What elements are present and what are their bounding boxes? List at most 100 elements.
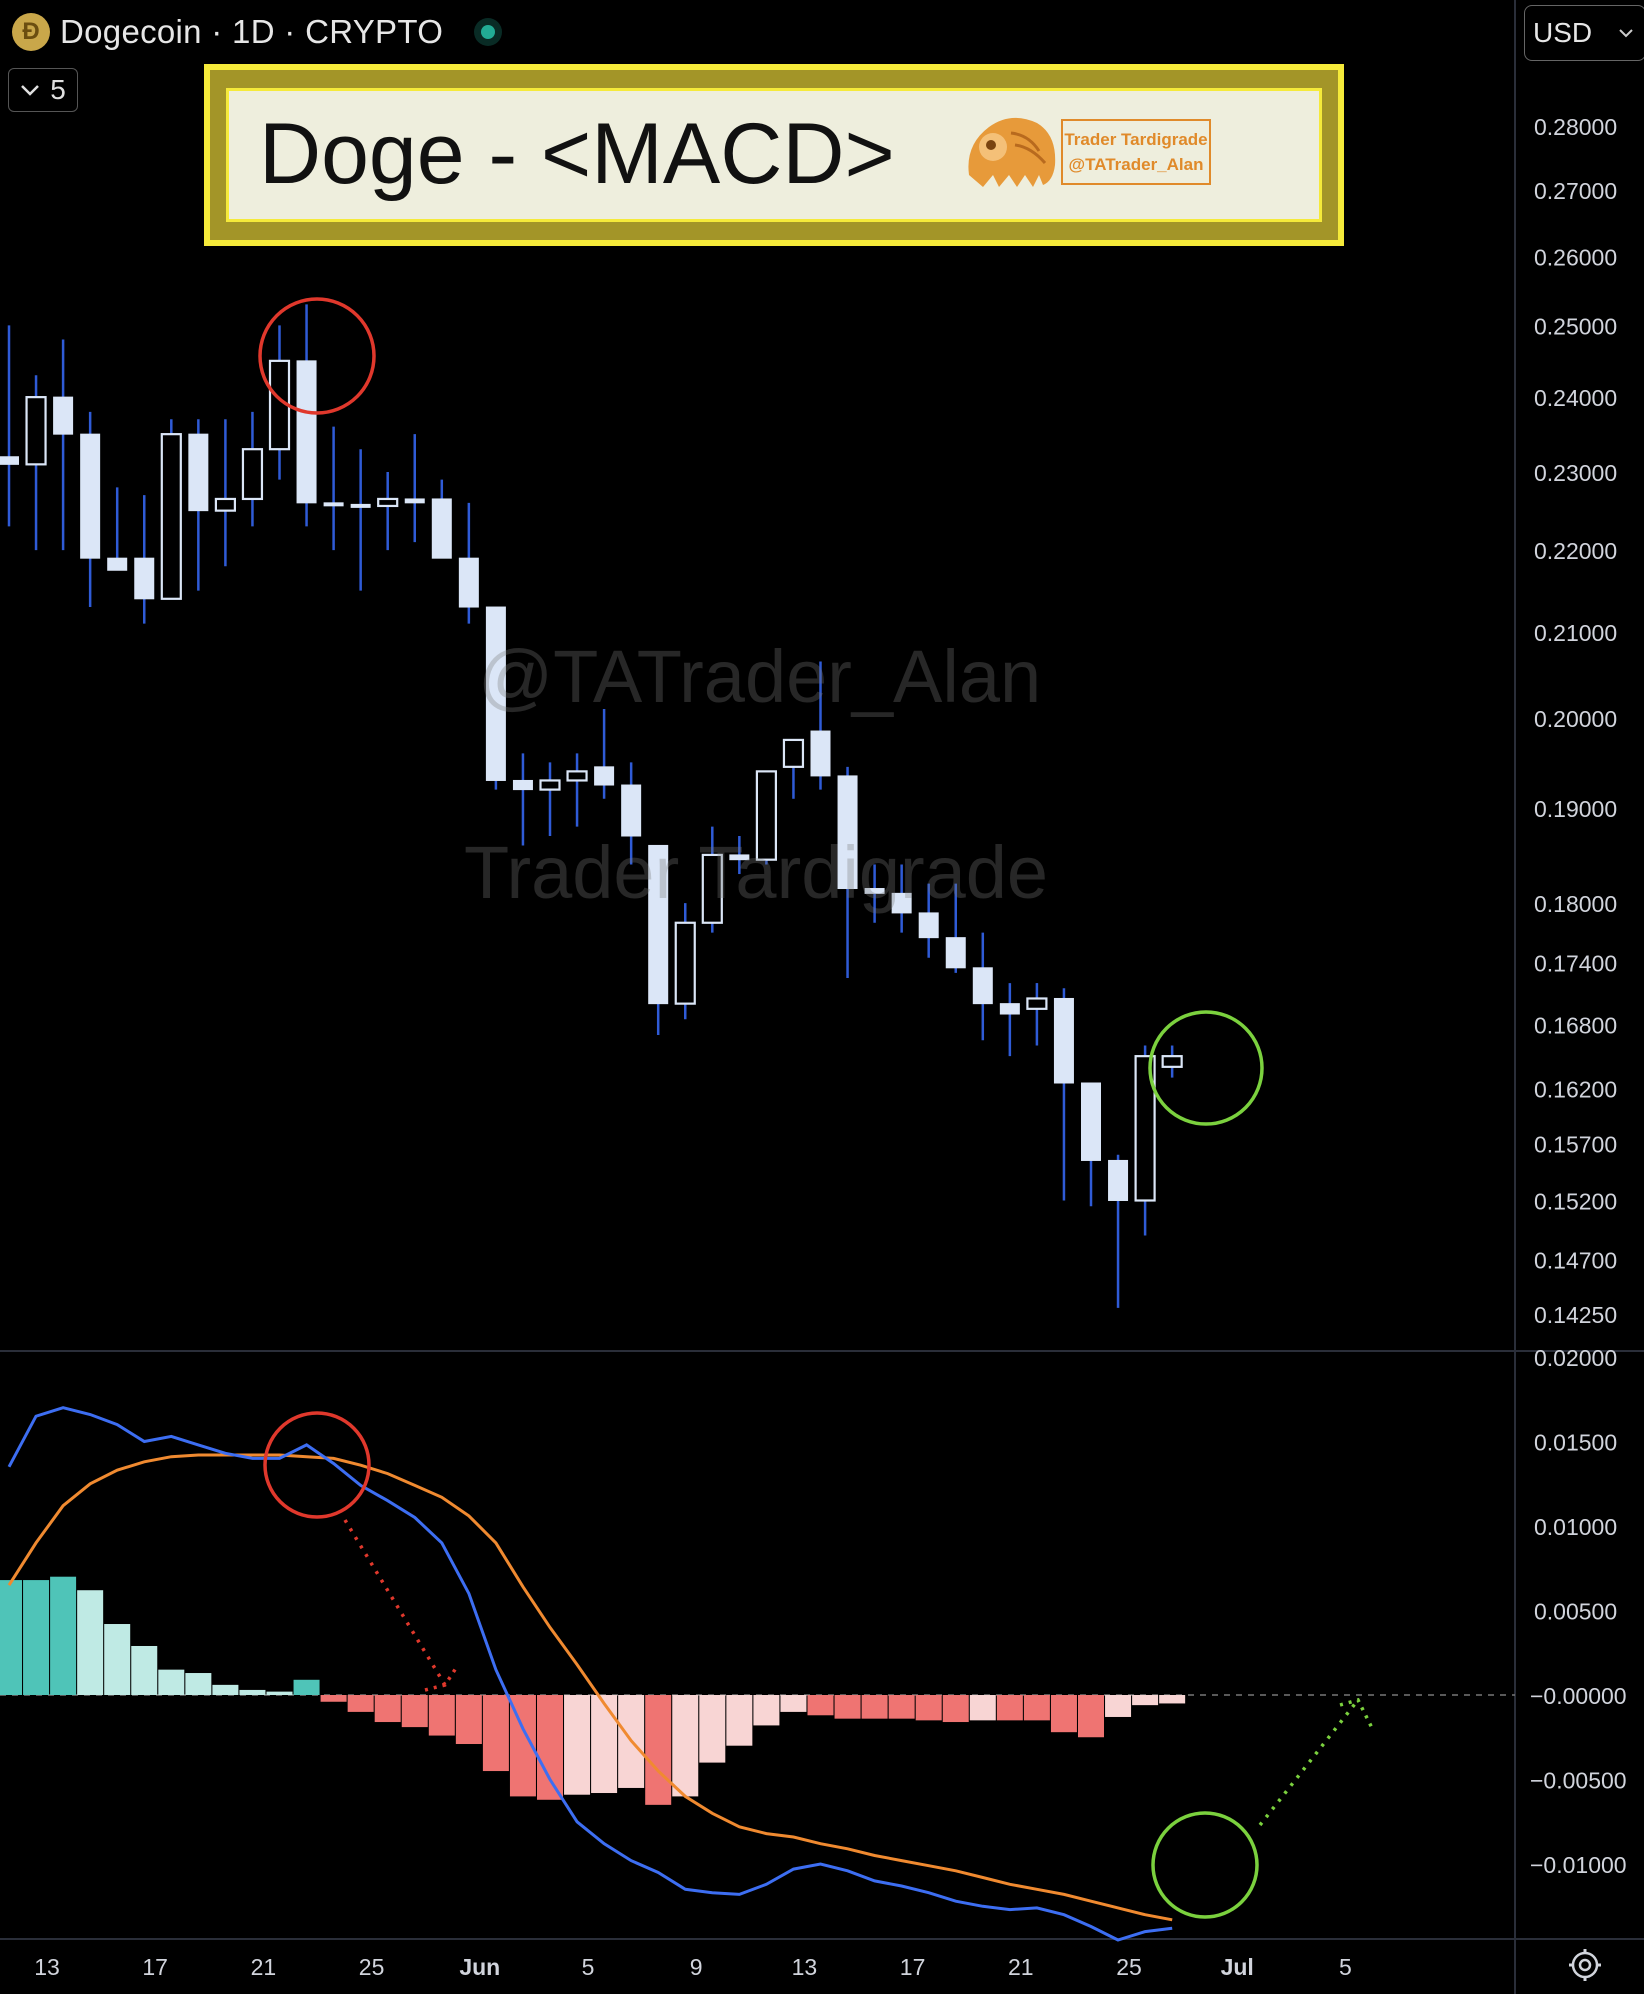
date-tick-label: Jun [459,1954,500,1980]
histogram-bar [780,1695,807,1712]
title-banner: Doge - <MACD> Trader Tardigrade @TATrade… [204,64,1344,246]
candle-body-up [214,497,236,512]
price-tick-label: 0.16800 [1534,1012,1617,1038]
macd-tick-label: −0.01000 [1530,1852,1627,1878]
candle-body-down [621,784,642,837]
histogram-bar [482,1695,509,1772]
candle-body-up [539,779,561,791]
settings-gear-icon[interactable] [1568,1948,1602,1982]
price-tick-label: 0.24000 [1534,385,1617,411]
candle-body-up [377,497,399,508]
histogram-bar [942,1695,969,1723]
histogram-bar [564,1695,591,1795]
price-tick-label: 0.22000 [1534,538,1617,564]
macd-tick-label: 0.00500 [1534,1599,1617,1625]
chevron-down-icon [21,85,40,96]
histogram-bar [699,1695,726,1763]
arrow-up-dotted [1258,1698,1360,1827]
date-tick-label: 13 [792,1954,818,1980]
histogram-bar [158,1669,185,1695]
candle-body-down [1053,997,1074,1084]
candle [53,339,74,551]
banner-title: Doge - <MACD> [259,106,895,202]
collapse-indicators-button[interactable]: 5 [8,68,78,112]
candle-body-down [891,892,912,914]
macd-tick-label: 0.02000 [1534,1345,1617,1371]
candle-body-up [782,738,805,768]
histogram-bar [888,1695,915,1719]
histogram-bar [996,1695,1023,1721]
date-tick-label: 25 [359,1954,385,1980]
histogram-bar [753,1695,780,1726]
candle [350,449,371,591]
candle [1081,1082,1101,1207]
candle [1026,983,1048,1046]
signal-line [7,1453,1173,1922]
market-status-dot [481,25,496,39]
candle-body-down [485,606,506,781]
candle [1053,988,1074,1201]
candle [621,762,642,865]
macd-tick-label: 0.01500 [1534,1430,1617,1456]
price-tick-label: 0.15700 [1534,1132,1617,1158]
candle-body-down [1108,1159,1129,1201]
date-tick-label: 25 [1116,1954,1142,1980]
candle [80,411,101,608]
candle [594,709,615,799]
dogecoin-coin-icon: Ð [12,13,50,51]
candle [431,479,452,559]
histogram-bar [104,1624,131,1695]
candle-body-up [674,921,696,1005]
candle [674,903,696,1020]
symbol-header[interactable]: Ð Dogecoin · 1D · CRYPTO [12,10,496,54]
histogram-bar [1023,1695,1050,1721]
histogram-bar [861,1695,888,1719]
histogram-bar [969,1695,996,1721]
candle-body-down [1081,1082,1101,1161]
candle-body-down [594,766,615,786]
histogram-bar [50,1576,77,1695]
chevron-down-icon [1619,29,1633,38]
histogram-bar [1159,1695,1186,1704]
watermark-handle: @TATrader_Alan [478,635,1042,718]
histogram-bar [131,1645,158,1695]
candle-body-down [864,888,885,894]
candle-body-down [458,557,479,608]
price-tick-label: 0.25000 [1534,313,1617,339]
price-tick-label: 0.28000 [1534,114,1617,140]
histogram-bar [320,1695,347,1702]
candle-body-down [80,433,101,559]
macd-line [7,1406,1173,1942]
candle [458,502,479,624]
histogram-bar [347,1695,374,1712]
candle [1134,1045,1156,1236]
date-tick-label: 9 [690,1954,703,1980]
currency-selector[interactable]: USD [1524,5,1644,61]
price-tick-label: 0.15200 [1534,1188,1617,1214]
candle-body-down [918,912,939,939]
candle [485,606,506,790]
price-tick-label: 0.27000 [1534,178,1617,204]
date-tick-label: 21 [251,1954,277,1980]
candle [810,661,831,790]
candle [972,932,993,1041]
annotation-circle-macd-bottom [1151,1811,1259,1919]
date-tick-label: 5 [1339,1954,1352,1980]
candle-body-down [296,360,317,504]
histogram-bar [834,1695,861,1719]
histogram-bar [266,1691,293,1695]
candle-body-down [648,844,669,1005]
candle [755,770,778,865]
candle-body-down [0,456,19,465]
annotation-circle-recent [1148,1010,1264,1126]
candle [214,419,236,567]
indicator-count: 5 [50,74,66,105]
histogram-bar [1132,1695,1159,1706]
watermark-brand: Trader Tardigrade [464,831,1049,914]
candle [323,426,344,551]
histogram-bar [77,1590,104,1695]
candle [539,762,561,837]
candle-body-down [188,433,209,512]
candle-body-up [241,448,264,501]
